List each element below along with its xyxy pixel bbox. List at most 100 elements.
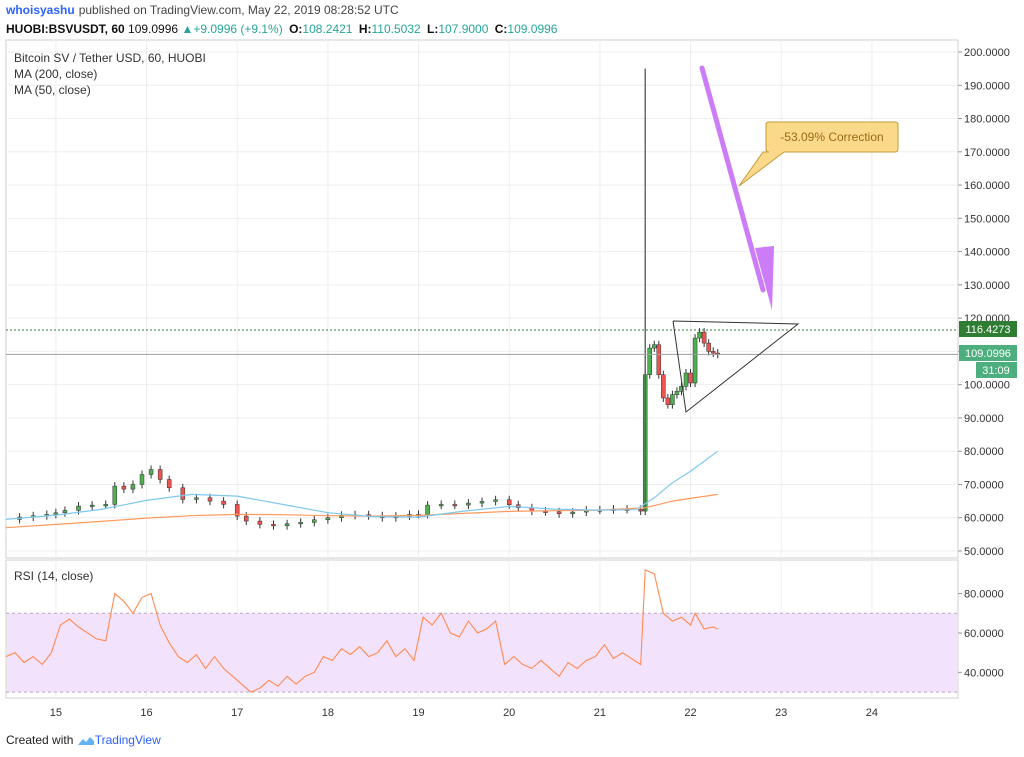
candle-body [157,469,163,480]
created-with-label: Created with [6,733,74,747]
candle-body [180,487,186,500]
candle-body [194,497,199,500]
candle-body [112,485,118,505]
candle-body [166,479,172,489]
price-tick-label: 200.0000 [964,47,1010,59]
ma50-legend[interactable]: MA (50, close) [14,83,91,97]
price-tick-label: 190.0000 [964,80,1010,92]
time-tick-label: 16 [140,707,152,719]
candle-body [638,509,643,512]
author-link[interactable]: whoisyashu [6,3,75,17]
low-value: 107.9000 [438,22,489,36]
time-tick-label: 24 [866,707,878,719]
candle-body [438,504,444,507]
symbol-quote-bar: HUOBI:BSVUSDT, 60 109.0996 ▲+9.0996 (+9.… [6,20,557,38]
candle-body [89,504,95,507]
price-chart[interactable]: -53.09% Correction Bitcoin SV / Tether U… [0,38,1024,731]
rsi-legend[interactable]: RSI (14, close) [14,569,93,583]
last-price: 109.0996 [128,22,179,36]
candle-body [556,511,562,514]
candle-body [207,497,213,502]
price-tick-label: 180.0000 [964,114,1010,126]
candle-body [493,499,498,502]
open-label: O: [289,22,303,36]
candle-body [62,510,68,513]
correction-arrow [699,65,766,293]
low-label: L: [427,22,439,36]
candle-body [647,347,652,375]
ma200-line [5,493,718,529]
callout-text: -53.09% Correction [780,130,883,144]
rsi-axis[interactable]: 40.0000 60.0000 80.0000 [958,589,1004,680]
candle-body [234,504,240,517]
price-tick-label: 100.0000 [964,380,1010,392]
candle-body [706,342,711,352]
tradingview-logo-icon [77,736,94,745]
publish-bar: whoisyashu published on TradingView.com, … [0,0,1024,20]
candle-body [665,397,671,405]
open-value: 108.2421 [302,22,353,36]
symbol-name[interactable]: HUOBI:BSVUSDT, 60 [6,22,125,36]
rsi-tick-label: 40.0000 [964,667,1004,679]
price-tick-label: 60.0000 [964,513,1004,525]
candle-body [298,522,303,525]
candle-body [661,374,666,399]
candle-body [652,344,657,349]
time-tick-label: 19 [412,707,424,719]
candle-body [570,511,575,514]
price-tick-label: 140.0000 [964,247,1010,259]
candle-body [670,394,675,405]
ma200-legend[interactable]: MA (200, close) [14,67,97,81]
candle-body [271,524,276,527]
price-tick-label: 90.0000 [964,413,1004,425]
candle-body [452,504,458,507]
candle-body [683,372,689,387]
countdown-tag: 31:09 [976,362,1017,378]
rsi-band [7,613,957,693]
high-price-tag: 116.4273 [959,321,1017,337]
candle-body [244,515,249,522]
annotation-callout[interactable]: -53.09% Correction [738,121,899,187]
price-tick-label: 130.0000 [964,280,1010,292]
ma50-line [5,450,719,520]
price-tick-label: 50.0000 [964,546,1004,558]
candle-body [697,331,702,339]
candle-body [710,351,716,354]
time-tick-label: 21 [594,707,606,719]
triangle-pattern [672,320,800,413]
callout-bubble [738,121,899,187]
candle-body [53,512,59,515]
tradingview-link[interactable]: TradingView [94,733,161,747]
candle-body [284,523,290,526]
candle-body [692,337,698,384]
rsi-line [5,569,718,693]
price-tick-label: 150.0000 [964,213,1010,225]
chart-title: Bitcoin SV / Tether USD, 60, HUOBI [14,51,206,65]
candle-body [466,502,471,506]
time-axis[interactable]: 15 16 17 18 19 20 21 22 23 24 [50,707,878,719]
rsi-tick-label: 80.0000 [964,589,1004,601]
candle-body [679,386,684,392]
candle-body [425,504,430,515]
candle-body [130,484,136,490]
time-tick-label: 17 [231,707,243,719]
candle-body [221,500,226,505]
candle-body [121,485,127,490]
price-tick-label: 70.0000 [964,479,1004,491]
candle-body [479,501,485,504]
price-axis[interactable]: 50.0000 60.0000 70.0000 80.0000 90.0000 100.0… [958,47,1010,558]
candle-body [312,519,317,523]
price-tick-label: 160.0000 [964,180,1010,192]
price-tick-label: 170.0000 [964,147,1010,159]
price-pane[interactable] [5,39,959,559]
close-label: C: [494,22,508,36]
candles-group [17,68,720,530]
candle-body [688,372,693,384]
high-price-tag-text: 116.4273 [965,324,1010,336]
candle-body [257,520,263,525]
candle-body [656,344,662,375]
close-value: 109.0996 [507,22,558,36]
candle-body [325,517,331,520]
candle-body [103,504,108,507]
candle-body [148,469,154,475]
